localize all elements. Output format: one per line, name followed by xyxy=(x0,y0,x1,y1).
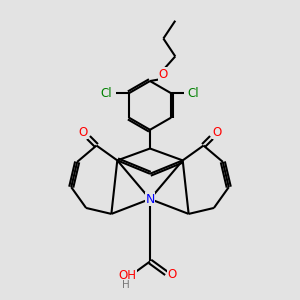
Text: Cl: Cl xyxy=(188,87,199,100)
Text: H: H xyxy=(122,280,130,290)
Text: OH: OH xyxy=(118,269,136,282)
Text: N: N xyxy=(145,193,155,206)
Text: O: O xyxy=(79,126,88,139)
Text: O: O xyxy=(159,68,168,81)
Text: O: O xyxy=(168,268,177,281)
Text: Cl: Cl xyxy=(101,87,112,100)
Text: O: O xyxy=(212,126,221,139)
